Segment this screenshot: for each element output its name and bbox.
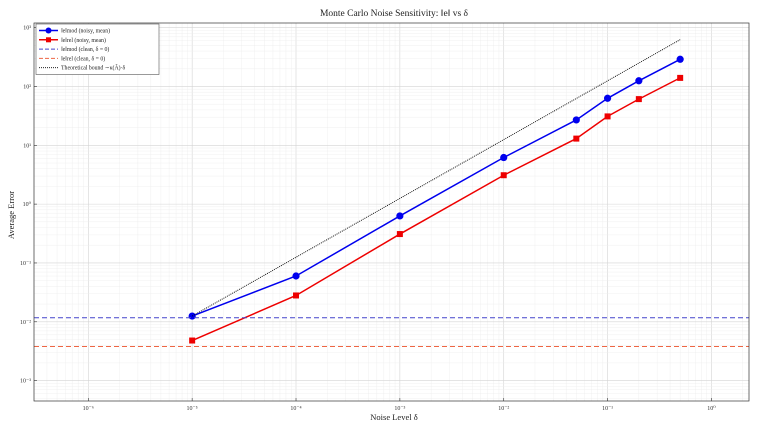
data-point xyxy=(500,153,508,162)
y-tick-label: 10² xyxy=(23,84,31,90)
y-tick-label: 10³ xyxy=(23,26,31,32)
series-layer xyxy=(34,39,749,347)
legend-label: Theoretical bound ∼κ(Ã)·δ xyxy=(61,64,126,72)
legend-entry: ‖e‖mod (clean, δ = 0) xyxy=(39,46,109,53)
legend: ‖e‖mod (noisy, mean) ‖e‖rel (noisy, mean)… xyxy=(35,23,160,75)
series-line xyxy=(191,58,681,317)
plot-frame xyxy=(33,22,750,402)
y-tick-label: 10¹ xyxy=(23,143,31,149)
legend-label: ‖e‖mod (noisy, mean) xyxy=(61,28,110,35)
series-2 xyxy=(189,74,684,344)
data-point xyxy=(572,116,580,124)
legend-entry: ‖e‖rel (noisy, mean) xyxy=(39,37,106,44)
data-point xyxy=(500,172,507,179)
series-line xyxy=(191,39,681,317)
data-point xyxy=(603,94,612,102)
legend-box xyxy=(35,23,160,75)
chart-title: Monte Carlo Noise Sensitivity: ‖e‖ vs δ xyxy=(320,9,469,19)
series-5 xyxy=(191,39,681,317)
y-tick-label: 10⁰ xyxy=(23,201,32,208)
data-point xyxy=(396,212,404,220)
series-line xyxy=(191,77,681,342)
y-axis-label: Average Error xyxy=(6,191,16,239)
legend-label: ‖e‖rel (clean, δ = 0) xyxy=(61,55,105,62)
data-point xyxy=(635,77,643,85)
data-point xyxy=(635,96,642,103)
legend-marker xyxy=(46,37,51,43)
data-point xyxy=(676,55,684,63)
legend-entry: ‖e‖rel (clean, δ = 0) xyxy=(39,55,105,62)
data-point xyxy=(189,337,196,344)
data-point xyxy=(293,292,300,299)
x-tick-label: 10⁻⁴ xyxy=(290,406,301,412)
y-tick-label: 10⁻³ xyxy=(20,379,31,385)
data-point xyxy=(292,272,300,280)
x-tick-label: 10⁻⁶ xyxy=(83,406,94,412)
legend-marker xyxy=(45,27,52,34)
legend-entry: ‖e‖mod (noisy, mean) xyxy=(39,27,110,35)
data-point xyxy=(604,113,611,120)
x-tick-label: 10⁰ xyxy=(707,405,716,412)
x-tick-label: 10⁻³ xyxy=(394,406,405,412)
legend-label: ‖e‖mod (clean, δ = 0) xyxy=(61,46,109,53)
tick-labels: 10⁻⁶ 10⁻⁵ 10⁻⁴ 10⁻³ 10⁻² 10⁻¹ 10⁰ 10⁻³ 10⁻² 10⁻¹ 1… xyxy=(20,26,716,412)
series-1 xyxy=(188,55,684,320)
data-point xyxy=(573,135,580,142)
data-point xyxy=(396,231,403,238)
x-tick-label: 10⁻¹ xyxy=(602,406,613,412)
x-tick-label: 10⁻⁵ xyxy=(187,406,198,412)
data-point xyxy=(677,74,684,81)
x-tick-label: 10⁻² xyxy=(498,406,509,412)
y-tick-label: 10⁻² xyxy=(20,320,31,326)
x-axis-label: Noise Level δ xyxy=(370,412,417,422)
legend-entry: Theoretical bound ∼κ(Ã)·δ xyxy=(39,64,126,72)
y-tick-label: 10⁻¹ xyxy=(20,261,31,267)
legend-label: ‖e‖rel (noisy, mean) xyxy=(61,37,106,44)
